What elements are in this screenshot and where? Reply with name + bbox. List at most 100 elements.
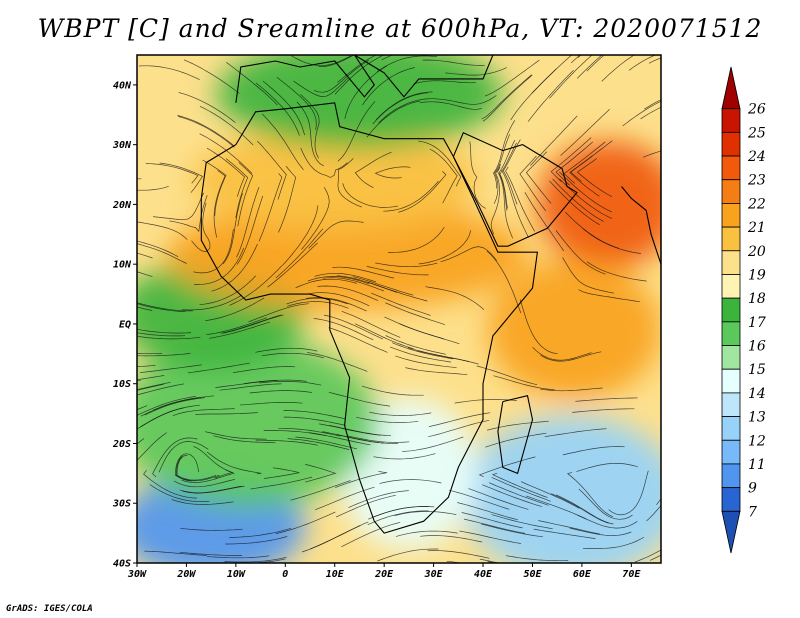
streamline-213 bbox=[559, 171, 612, 213]
y-tick-label: EQ bbox=[119, 319, 131, 330]
streamline-200 bbox=[137, 328, 192, 334]
streamline-210 bbox=[643, 150, 661, 158]
streamline-150 bbox=[540, 387, 603, 392]
streamline-65 bbox=[223, 558, 286, 563]
streamline-284 bbox=[510, 68, 557, 121]
streamline-260 bbox=[563, 141, 606, 184]
streamline-182 bbox=[413, 80, 476, 85]
streamline-207 bbox=[145, 163, 199, 184]
colorbar-label: 18 bbox=[748, 291, 766, 307]
streamline-40 bbox=[427, 550, 490, 559]
streamline-117 bbox=[608, 470, 649, 516]
streamline-161 bbox=[394, 511, 457, 517]
streamline-208 bbox=[337, 158, 362, 208]
streamline-232 bbox=[291, 55, 352, 67]
streamline-34 bbox=[213, 435, 276, 444]
colorbar: 26 25 24 23 22 21 20 19 18 17 16 15 14 13 12 11 9 7 bbox=[721, 66, 766, 554]
streamline-243 bbox=[144, 397, 206, 416]
streamline-133 bbox=[305, 464, 337, 483]
streamline-100 bbox=[181, 294, 243, 311]
colorbar-swatch bbox=[721, 108, 741, 133]
streamline-23 bbox=[322, 431, 384, 444]
streamline-105 bbox=[236, 186, 260, 258]
streamline-14 bbox=[295, 278, 357, 289]
streamline-37 bbox=[586, 55, 605, 72]
streamline-240 bbox=[572, 408, 635, 413]
streamline-8 bbox=[488, 482, 549, 506]
streamline-318 bbox=[646, 505, 661, 522]
streamline-287 bbox=[576, 158, 613, 198]
streamline-98 bbox=[482, 484, 542, 507]
streamline-230 bbox=[479, 558, 501, 563]
streamline-28 bbox=[137, 353, 163, 355]
streamline-118 bbox=[287, 438, 350, 450]
streamline-5 bbox=[278, 165, 297, 233]
streamline-31 bbox=[305, 297, 367, 312]
streamline-49 bbox=[385, 302, 445, 326]
streamline-262 bbox=[159, 162, 204, 193]
streamline-171 bbox=[435, 95, 497, 105]
streamline-285 bbox=[275, 228, 324, 279]
streamline-222 bbox=[138, 65, 200, 81]
streamline-0 bbox=[332, 266, 395, 279]
streamline-45 bbox=[137, 379, 141, 382]
streamline-217 bbox=[375, 262, 438, 268]
streamline-60 bbox=[395, 530, 458, 537]
streamline-223 bbox=[402, 436, 464, 452]
streamline-85 bbox=[540, 351, 602, 362]
y-tick-label: 30N bbox=[112, 140, 132, 151]
streamline-107 bbox=[389, 346, 452, 363]
streamline-311 bbox=[174, 453, 199, 482]
colorbar-swatch bbox=[721, 155, 741, 181]
streamline-78 bbox=[307, 352, 368, 372]
streamline-229 bbox=[527, 69, 574, 122]
colorbar-swatch bbox=[721, 226, 741, 252]
coastlines bbox=[200, 55, 661, 534]
streamline-289 bbox=[502, 139, 521, 205]
streamline-114 bbox=[310, 521, 369, 550]
coastline-1 bbox=[452, 131, 578, 247]
streamline-113 bbox=[286, 297, 348, 305]
streamline-30 bbox=[575, 397, 638, 402]
field-region-5 bbox=[166, 200, 528, 311]
streamline-47 bbox=[183, 59, 240, 94]
colorbar-swatch bbox=[721, 368, 741, 394]
colorbar-label: 20 bbox=[747, 244, 766, 260]
streamline-201 bbox=[533, 528, 596, 539]
streamline-196 bbox=[137, 302, 194, 312]
streamline-300 bbox=[323, 277, 385, 292]
colorbar-label: 19 bbox=[748, 267, 766, 283]
streamline-220 bbox=[336, 495, 396, 518]
streamline-149 bbox=[368, 506, 430, 520]
colorbar-label: 16 bbox=[748, 339, 766, 355]
streamline-33 bbox=[313, 318, 374, 341]
streamline-248 bbox=[428, 412, 491, 427]
streamline-115 bbox=[137, 185, 169, 191]
streamline-119 bbox=[341, 521, 401, 548]
streamline-221 bbox=[347, 435, 410, 443]
streamline-186 bbox=[137, 395, 197, 416]
streamline-109 bbox=[255, 347, 318, 353]
streamline-15 bbox=[428, 419, 490, 438]
y-axis: 40N 30N 20N 10N EQ 10S 20S 30S 40S bbox=[112, 80, 137, 570]
streamline-106 bbox=[296, 101, 325, 167]
streamline-226 bbox=[407, 347, 470, 362]
field-region-8 bbox=[537, 140, 661, 269]
colorbar-swatch bbox=[721, 345, 741, 370]
streamline-206 bbox=[307, 276, 370, 285]
streamline-306 bbox=[140, 404, 200, 428]
streamline-295 bbox=[484, 59, 540, 97]
streamline-170 bbox=[570, 140, 613, 182]
streamline-256 bbox=[281, 205, 319, 266]
y-tick-label: 30S bbox=[112, 499, 131, 510]
streamline-25 bbox=[505, 166, 536, 232]
streamline-224 bbox=[262, 80, 305, 136]
streamline-75 bbox=[180, 527, 243, 531]
streamline-296 bbox=[176, 454, 217, 481]
streamline-84 bbox=[377, 55, 438, 72]
streamline-307 bbox=[362, 67, 415, 106]
streamline-235 bbox=[457, 502, 518, 521]
streamline-317 bbox=[250, 476, 313, 490]
colorbar-label: 12 bbox=[748, 433, 766, 449]
streamline-70 bbox=[354, 151, 392, 189]
